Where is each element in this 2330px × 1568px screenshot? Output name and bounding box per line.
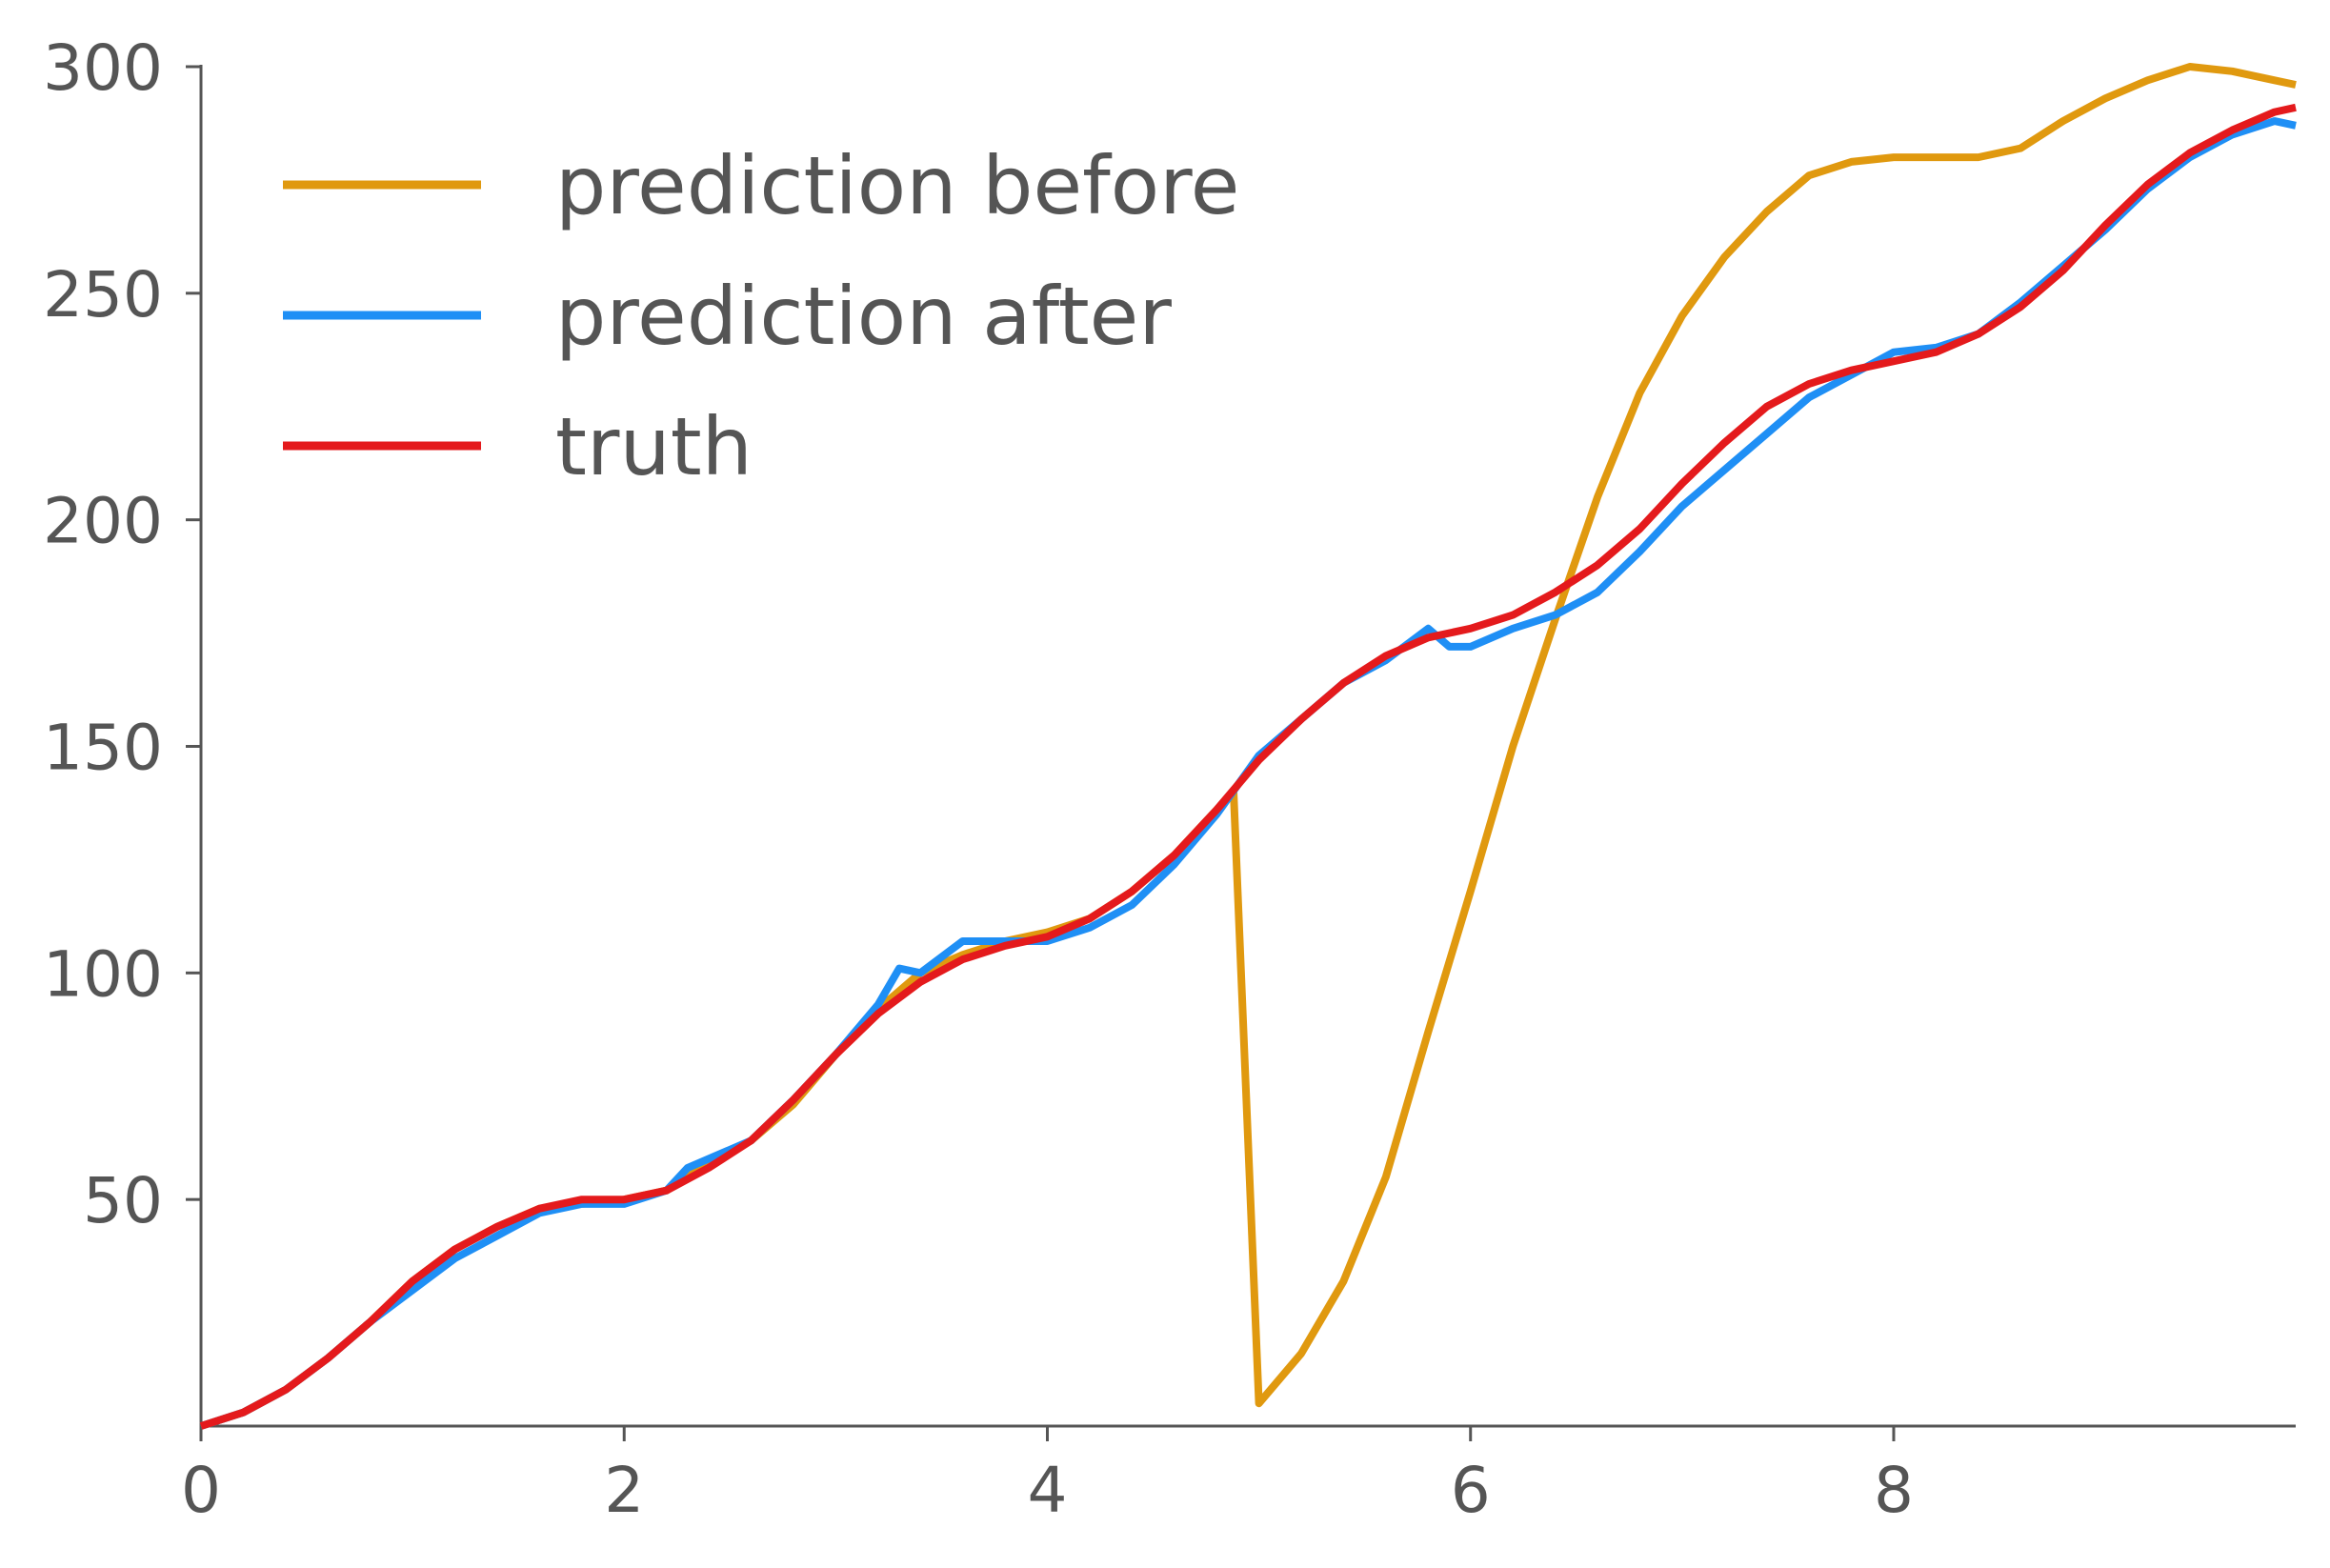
y-tick-label: 100 bbox=[43, 937, 163, 1011]
y-tick-label: 50 bbox=[83, 1164, 163, 1237]
y-tick-label: 150 bbox=[43, 712, 163, 785]
x-tick-label: 2 bbox=[604, 1454, 644, 1527]
legend-label-prediction-before: prediction before bbox=[555, 139, 1239, 232]
x-tick-label: 0 bbox=[181, 1454, 221, 1527]
legend-label-prediction-after: prediction after bbox=[555, 270, 1172, 363]
y-tick-label: 300 bbox=[43, 31, 163, 105]
y-tick-label: 250 bbox=[43, 258, 163, 332]
x-tick-label: 8 bbox=[1874, 1454, 1914, 1527]
x-tick-label: 6 bbox=[1451, 1454, 1491, 1527]
axes: 50 100 150 200 250 300 0 2 4 6 8 bbox=[43, 31, 2296, 1527]
x-tick-label: 4 bbox=[1027, 1454, 1067, 1527]
series-lines bbox=[199, 63, 2297, 1430]
x-axis-ticks: 0 2 4 6 8 bbox=[181, 1426, 1914, 1527]
y-axis-ticks: 50 100 150 200 250 300 bbox=[43, 31, 201, 1237]
y-tick-label: 200 bbox=[43, 485, 163, 558]
series-line-truth bbox=[199, 103, 2297, 1430]
legend: prediction before prediction after truth bbox=[283, 139, 1239, 493]
legend-label-truth: truth bbox=[555, 400, 753, 493]
